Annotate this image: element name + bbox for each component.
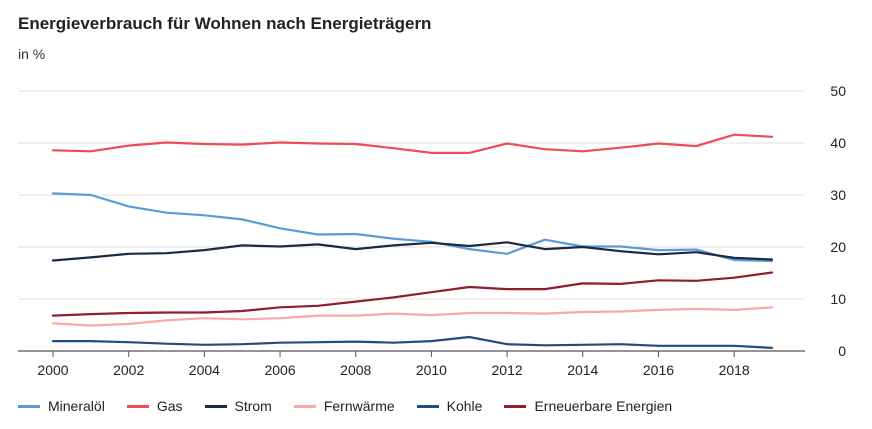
series-line-erneuerbare-energien: [51, 271, 774, 317]
x-tick-label: 2014: [567, 362, 598, 378]
y-tick-label: 40: [830, 135, 846, 151]
x-tick-label: 2002: [113, 362, 144, 378]
legend-swatch: [18, 404, 40, 408]
legend-item: Erneuerbare Energien: [504, 398, 672, 414]
series-line-strom: [51, 241, 774, 262]
legend-label: Kohle: [446, 398, 483, 414]
x-tick-label: 2016: [643, 362, 674, 378]
y-tick-label: 30: [830, 187, 846, 203]
series-line-fernwärme: [51, 306, 774, 327]
y-tick-label: 50: [830, 83, 846, 99]
series-line-mineralöl: [51, 192, 774, 263]
series-line-kohle: [51, 335, 774, 349]
x-tick-label: 2012: [492, 362, 523, 378]
x-tick-label: 2010: [416, 362, 447, 378]
legend-item: Kohle: [416, 398, 483, 414]
legend-label: Fernwärme: [323, 398, 395, 414]
x-tick-label: 2000: [37, 362, 68, 378]
x-tick-label: 2006: [264, 362, 295, 378]
legend-swatch: [204, 404, 227, 408]
y-tick-label: 20: [830, 239, 846, 255]
legend-item: Gas: [126, 398, 183, 414]
series-line-gas: [51, 133, 774, 154]
legend-swatch: [126, 404, 149, 408]
x-tick-label: 2004: [189, 362, 220, 378]
legend-label: Mineralöl: [48, 398, 105, 414]
legend-label: Erneuerbare Energien: [534, 398, 673, 414]
legend-item: Mineralöl: [18, 398, 105, 414]
chart-title: Energieverbrauch für Wohnen nach Energie…: [18, 14, 432, 33]
legend-label: Gas: [156, 398, 183, 414]
legend-item: Strom: [204, 398, 272, 414]
legend-swatch: [416, 404, 439, 408]
legend-label: Strom: [234, 398, 272, 414]
chart-legend: Mineralöl Gas Strom Fernwärme Kohle Erneuerba…: [18, 398, 694, 414]
legend-swatch: [504, 404, 527, 408]
y-tick-label: 10: [830, 291, 846, 307]
legend-swatch: [293, 404, 316, 408]
y-tick-label: 0: [838, 343, 846, 359]
legend-item: Fernwärme: [293, 398, 395, 414]
x-tick-label: 2018: [719, 362, 750, 378]
chart-subtitle: in %: [18, 46, 46, 62]
x-tick-label: 2008: [340, 362, 371, 378]
